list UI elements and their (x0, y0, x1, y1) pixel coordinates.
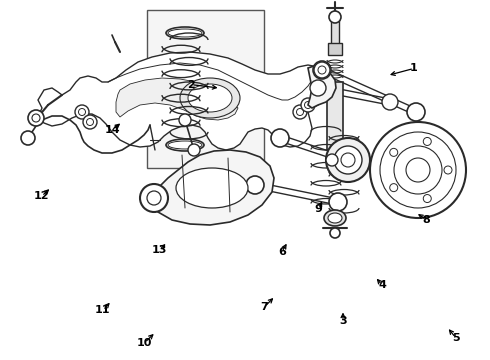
Ellipse shape (188, 84, 232, 112)
Ellipse shape (328, 213, 342, 223)
Text: 11: 11 (95, 305, 111, 315)
Text: 14: 14 (105, 125, 121, 135)
Circle shape (246, 176, 264, 194)
Circle shape (406, 158, 430, 182)
Bar (327, 82, 343, 150)
Circle shape (188, 144, 200, 156)
Bar (328, 43, 342, 55)
Ellipse shape (166, 27, 204, 39)
Circle shape (394, 146, 442, 194)
Ellipse shape (176, 168, 248, 208)
Text: 8: 8 (422, 215, 430, 225)
Text: 9: 9 (315, 204, 322, 214)
Circle shape (296, 108, 303, 116)
Polygon shape (308, 66, 336, 108)
Circle shape (293, 105, 307, 119)
Circle shape (28, 110, 44, 126)
Text: 1: 1 (410, 63, 418, 73)
Circle shape (382, 94, 398, 110)
Ellipse shape (180, 78, 240, 118)
Circle shape (326, 154, 338, 166)
Text: 13: 13 (151, 245, 167, 255)
Polygon shape (116, 78, 238, 120)
Bar (147, 10, 264, 168)
Text: 3: 3 (339, 316, 347, 326)
Circle shape (349, 155, 367, 173)
Circle shape (271, 129, 289, 147)
Circle shape (147, 191, 161, 205)
Circle shape (407, 103, 425, 121)
Circle shape (390, 184, 398, 192)
Circle shape (140, 184, 168, 212)
Circle shape (318, 66, 326, 74)
Circle shape (370, 122, 466, 218)
Ellipse shape (324, 210, 346, 226)
Text: 6: 6 (278, 247, 286, 257)
Text: 12: 12 (34, 191, 49, 201)
Circle shape (83, 115, 97, 129)
Circle shape (390, 148, 398, 156)
Polygon shape (38, 52, 332, 150)
Circle shape (78, 108, 85, 116)
Circle shape (310, 80, 326, 96)
Ellipse shape (168, 141, 202, 149)
Circle shape (330, 228, 340, 238)
Circle shape (329, 193, 347, 211)
Circle shape (423, 194, 431, 203)
Circle shape (75, 105, 89, 119)
Circle shape (87, 118, 94, 126)
Circle shape (326, 138, 370, 182)
Bar (331, 19, 339, 45)
Text: 7: 7 (261, 302, 269, 312)
Circle shape (341, 153, 355, 167)
Circle shape (21, 131, 35, 145)
Circle shape (148, 192, 160, 204)
Text: 2: 2 (187, 80, 195, 90)
Circle shape (314, 62, 330, 78)
Text: 5: 5 (452, 333, 460, 343)
Circle shape (32, 114, 40, 122)
Polygon shape (148, 150, 274, 225)
Circle shape (444, 166, 452, 174)
Ellipse shape (166, 139, 204, 151)
Circle shape (142, 186, 166, 210)
Circle shape (304, 102, 312, 108)
Circle shape (301, 98, 315, 112)
Text: 10: 10 (137, 338, 152, 348)
Circle shape (329, 11, 341, 23)
Circle shape (380, 132, 456, 208)
Circle shape (179, 114, 191, 126)
Circle shape (423, 138, 431, 145)
Circle shape (313, 61, 331, 79)
Circle shape (334, 146, 362, 174)
Text: 4: 4 (378, 280, 386, 290)
Ellipse shape (168, 29, 202, 37)
